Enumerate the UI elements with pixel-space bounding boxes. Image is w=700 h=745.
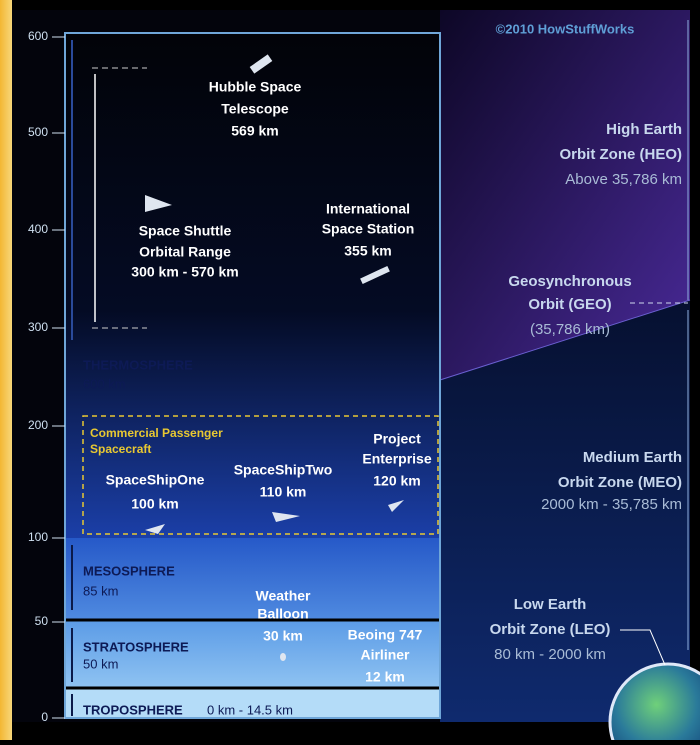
axis-tick-label: 400 — [28, 222, 48, 236]
object-label: 120 km — [373, 473, 420, 489]
zone-label: Geosynchronous — [508, 273, 631, 290]
axis-tick-label: 600 — [28, 29, 48, 43]
object-label: Weather — [256, 588, 312, 604]
zone-label: Orbit Zone (HEO) — [560, 146, 683, 163]
object-label: 569 km — [231, 123, 278, 139]
axis-tick-label: 300 — [28, 320, 48, 334]
axis-tick-label: 200 — [28, 418, 48, 432]
object-label: Airliner — [360, 647, 410, 663]
object-label: International — [326, 201, 410, 217]
object-label: 100 km — [131, 496, 178, 512]
stratosphere-band — [65, 620, 440, 688]
commercial-label: Spacecraft — [90, 442, 151, 456]
zone-label: Orbit Zone (LEO) — [490, 621, 611, 638]
object-label: SpaceShipOne — [106, 472, 205, 488]
lower-orbit-region — [440, 300, 690, 722]
axis-tick-label: 100 — [28, 530, 48, 544]
object-label: 300 km - 570 km — [131, 264, 238, 280]
layer-height: 50 km — [83, 656, 118, 671]
object-label: Project — [373, 431, 421, 447]
object-label: Orbital Range — [139, 244, 231, 260]
troposphere-band — [65, 688, 440, 718]
object-label: 110 km — [260, 484, 307, 500]
zone-label: High Earth — [606, 121, 682, 138]
zone-label: Above 35,786 km — [565, 171, 682, 188]
object-label: SpaceShipTwo — [234, 462, 333, 478]
craft-icons — [145, 54, 404, 661]
heo-region — [440, 10, 690, 380]
region-divider — [439, 299, 691, 381]
mesosphere-band — [65, 538, 440, 620]
layer-name: THERMOSPHERE — [83, 357, 193, 372]
zone-label: Orbit Zone (MEO) — [558, 474, 682, 491]
edge-strip — [0, 0, 12, 740]
zone-label: Low Earth — [514, 596, 587, 613]
layer-name: MESOSPHERE — [83, 563, 175, 578]
object-label: Space Station — [322, 221, 415, 237]
zone-label: Orbit (GEO) — [528, 296, 611, 313]
axis-tick-label: 500 — [28, 125, 48, 139]
object-label: 30 km — [263, 628, 303, 644]
leo-pointer — [620, 629, 666, 666]
zone-label: 2000 km - 35,785 km — [541, 496, 682, 513]
zone-label: 80 km - 2000 km — [494, 646, 606, 663]
layer-height: 600 km — [83, 376, 126, 391]
credit: ©2010 HowStuffWorks — [496, 21, 635, 36]
earth — [608, 662, 700, 745]
layer-name: STRATOSPHERE — [83, 639, 189, 654]
commercial-label: Commercial Passenger — [90, 426, 223, 440]
commercial-box — [82, 415, 439, 535]
layer-name: TROPOSPHERE — [83, 702, 183, 717]
object-label: Hubble Space — [209, 79, 302, 95]
object-label: Telescope — [221, 101, 289, 117]
object-label: Space Shuttle — [139, 223, 232, 239]
zone-label: (35,786 km) — [530, 321, 610, 338]
layer-height: 85 km — [83, 583, 118, 598]
thermosphere-band — [65, 33, 440, 538]
object-label: Enterprise — [362, 451, 431, 467]
object-label: Beoing 747 — [348, 627, 423, 643]
axis-tick-label: 0 — [41, 710, 48, 724]
object-label: Balloon — [257, 606, 308, 622]
object-label: 355 km — [344, 243, 391, 259]
axis-tick-label: 50 — [35, 614, 49, 628]
object-label: 12 km — [365, 669, 405, 685]
layer-height: 0 km - 14.5 km — [207, 702, 293, 717]
atmosphere-frame — [64, 32, 441, 719]
zone-label: Medium Earth — [583, 449, 682, 466]
